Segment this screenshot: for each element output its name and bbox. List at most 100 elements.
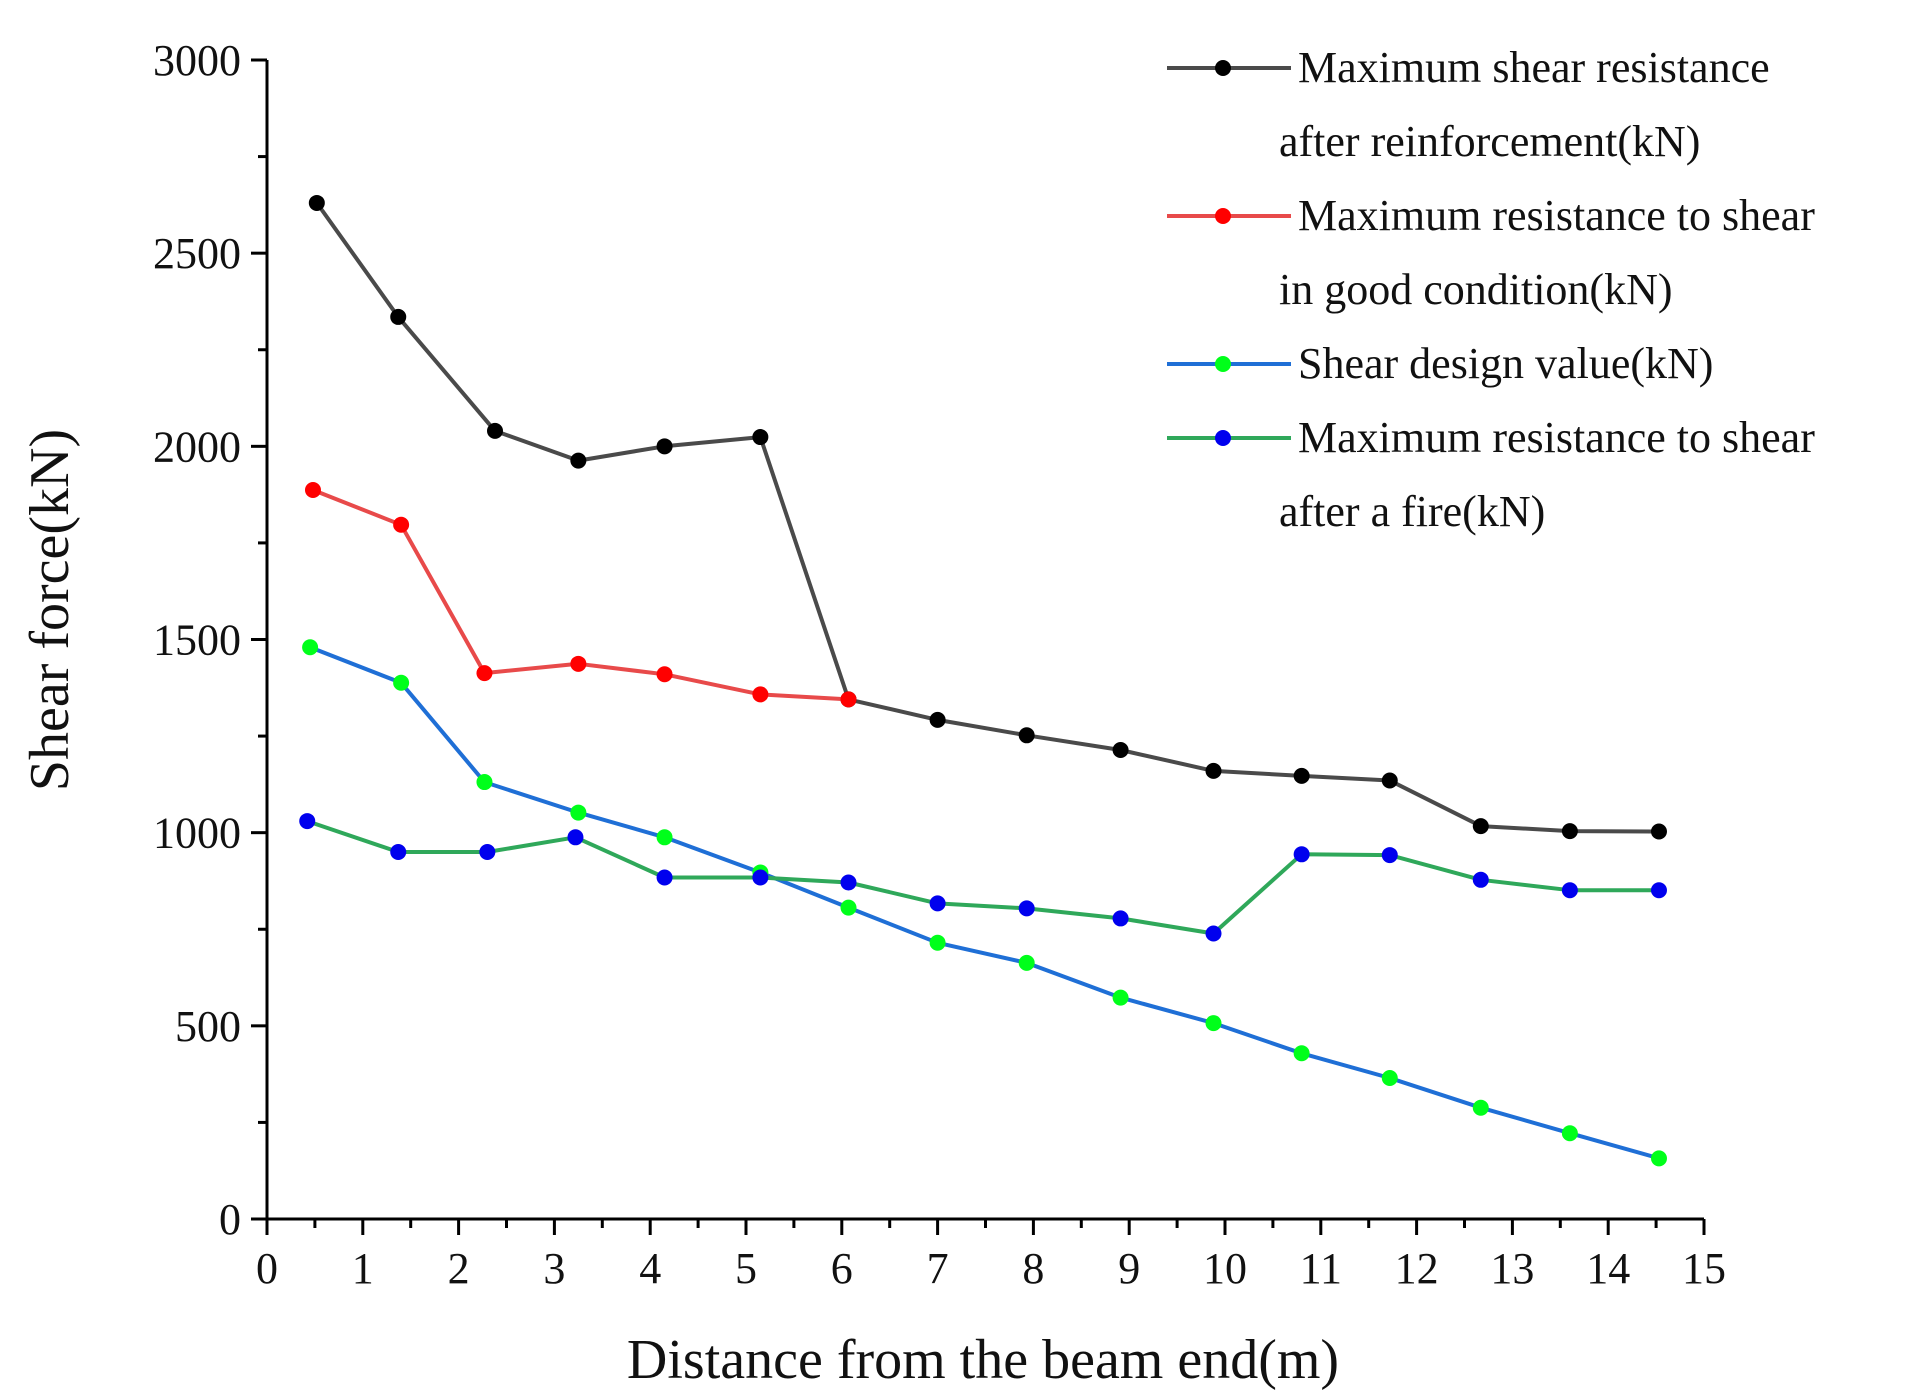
legend-item-4: Maximum resistance to shear after a fire(… (1167, 413, 1815, 536)
data-point (1205, 1015, 1222, 1032)
data-point (1561, 823, 1578, 840)
x-tick-label: 6 (831, 1244, 853, 1293)
data-point (570, 655, 587, 672)
series-group (299, 194, 1667, 1167)
data-point (752, 429, 769, 446)
y-tick-label: 2000 (153, 422, 241, 471)
data-point (476, 665, 493, 682)
legend-label: Maximum resistance to shear (1298, 191, 1815, 240)
data-point (1472, 818, 1489, 835)
data-point (1381, 1069, 1398, 1086)
x-tick-label: 1 (352, 1244, 374, 1293)
y-tick-label: 3000 (153, 36, 241, 85)
x-tick-label: 7 (927, 1244, 949, 1293)
data-point (567, 829, 584, 846)
legend-label: in good condition(kN) (1279, 265, 1673, 314)
y-tick-label: 500 (175, 1002, 241, 1051)
data-point (1381, 772, 1398, 789)
data-point (840, 691, 857, 708)
data-point (1112, 910, 1129, 927)
data-point (299, 813, 316, 830)
data-point (570, 804, 587, 821)
data-point (390, 308, 407, 325)
data-point (393, 516, 410, 533)
y-tick-label: 2500 (153, 229, 241, 278)
data-point (656, 438, 673, 455)
x-tick-label: 0 (256, 1244, 278, 1293)
x-tick-label: 4 (639, 1244, 661, 1293)
x-tick-label: 11 (1300, 1244, 1342, 1293)
legend-label: Maximum shear resistance (1298, 43, 1770, 92)
data-point (1472, 871, 1489, 888)
legend-item-1: Maximum shear resistance after reinforcem… (1167, 43, 1770, 166)
data-point (302, 639, 319, 656)
data-point (1650, 1150, 1667, 1167)
legend-marker (1215, 60, 1231, 76)
legend-label: after reinforcement(kN) (1279, 117, 1700, 166)
data-point (393, 674, 410, 691)
y-tick-label: 1500 (153, 616, 241, 665)
x-tick-label: 15 (1682, 1244, 1726, 1293)
data-point (840, 874, 857, 891)
legend-label: Maximum resistance to shear (1298, 413, 1815, 462)
data-point (656, 869, 673, 886)
data-point (840, 899, 857, 916)
data-point (1205, 925, 1222, 942)
series-line (315, 201, 1660, 834)
data-point (1112, 989, 1129, 1006)
data-point (1472, 1099, 1489, 1116)
data-point (304, 481, 321, 498)
y-tick-label: 0 (219, 1195, 241, 1244)
x-tick-label: 3 (543, 1244, 565, 1293)
legend-marker (1215, 208, 1231, 224)
data-point (752, 686, 769, 703)
data-point (476, 774, 493, 791)
data-point (1650, 882, 1667, 899)
data-point (1205, 762, 1222, 779)
data-point (479, 843, 496, 860)
data-point (1381, 847, 1398, 864)
data-point (929, 711, 946, 728)
legend-marker (1215, 430, 1231, 446)
x-tick-label: 2 (448, 1244, 470, 1293)
data-point (487, 422, 504, 439)
x-tick-label: 5 (735, 1244, 757, 1293)
x-tick-label: 14 (1586, 1244, 1630, 1293)
data-point (1561, 1125, 1578, 1142)
legend-marker (1215, 356, 1231, 372)
legend-item-3: Shear design value(kN) (1167, 339, 1713, 388)
x-tick-label: 8 (1022, 1244, 1044, 1293)
series-line (309, 645, 1660, 1161)
data-point (1112, 741, 1129, 758)
x-tick-label: 9 (1118, 1244, 1140, 1293)
data-point (656, 666, 673, 683)
data-point (308, 194, 325, 211)
data-point (752, 869, 769, 886)
series-3 (302, 639, 1667, 1167)
legend-item-2: Maximum resistance to shear in good condi… (1167, 191, 1815, 314)
y-tick-label: 1000 (153, 809, 241, 858)
data-point (1650, 823, 1667, 840)
series-1 (308, 194, 1667, 840)
data-point (1018, 727, 1035, 744)
data-point (570, 452, 587, 469)
x-tick-label: 10 (1203, 1244, 1247, 1293)
series-2 (304, 481, 857, 708)
data-point (656, 829, 673, 846)
series-4 (299, 813, 1667, 942)
series-line (306, 819, 1659, 936)
data-point (1293, 1045, 1310, 1062)
x-tick-label: 12 (1395, 1244, 1439, 1293)
y-axis-title: Shear force(kN) (19, 429, 81, 791)
data-point (929, 934, 946, 951)
data-point (1293, 767, 1310, 784)
x-axis-title: Distance from the beam end(m) (627, 1329, 1339, 1391)
data-point (1018, 954, 1035, 971)
data-point (1561, 882, 1578, 899)
legend: Maximum shear resistance after reinforcem… (1167, 43, 1815, 536)
legend-label: Shear design value(kN) (1298, 339, 1713, 388)
data-point (390, 843, 407, 860)
